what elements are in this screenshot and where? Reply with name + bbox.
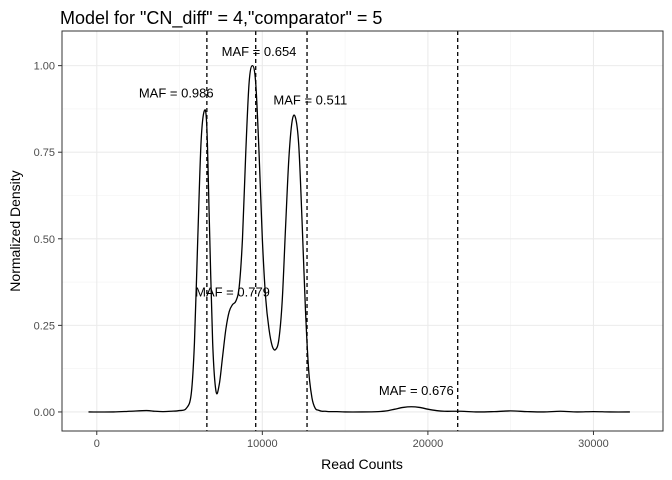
panel-border xyxy=(61,30,664,432)
maf-label: MAF = 0.511 xyxy=(273,92,347,107)
maf-label: MAF = 0.654 xyxy=(222,44,297,59)
maf-annotations: MAF = 0.986 MAF = 0.779 MAF = 0.654 MAF = 0… xyxy=(139,44,454,398)
x-tick-label: 30000 xyxy=(578,438,609,450)
axis-ticks: 0 10000 20000 30000 0.00 0.25 0.50 0.75 1.00 xyxy=(34,61,609,450)
y-tick-label: 0.25 xyxy=(34,320,55,332)
density-curve xyxy=(88,64,630,413)
chart-title: Model for "CN_diff" = 4,"comparator" = 5 xyxy=(60,8,382,29)
x-tick-label: 10000 xyxy=(247,438,278,450)
x-axis-label: Read Counts xyxy=(321,456,403,472)
reference-lines xyxy=(206,31,459,431)
y-tick-label: 1.00 xyxy=(34,61,55,73)
y-tick-label: 0.75 xyxy=(34,147,55,159)
density-series xyxy=(88,64,630,413)
maf-label: MAF = 0.986 xyxy=(139,85,214,100)
y-tick-label: 0.00 xyxy=(34,407,55,419)
x-tick-label: 20000 xyxy=(413,438,444,450)
maf-label: MAF = 0.676 xyxy=(379,383,454,398)
maf-label: MAF = 0.779 xyxy=(195,284,270,299)
y-tick-label: 0.50 xyxy=(34,234,55,246)
y-axis-label: Normalized Density xyxy=(7,170,23,291)
x-tick-label: 0 xyxy=(94,438,100,450)
